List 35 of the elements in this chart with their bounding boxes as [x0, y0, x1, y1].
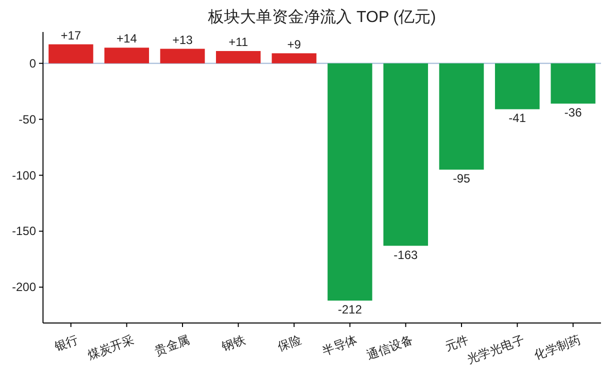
x-tick-label: 化学制药	[532, 332, 582, 362]
bar	[494, 63, 540, 110]
y-tick-label: -50	[18, 112, 36, 126]
x-tick-label: 通信设备	[364, 332, 415, 362]
x-tick-label: 煤炭开采	[86, 332, 136, 362]
data-label: -95	[452, 172, 470, 186]
bar	[272, 53, 316, 64]
y-tick-label: -150	[12, 224, 36, 238]
x-tick-label: 保险	[276, 332, 304, 354]
y-tick-label: -100	[12, 168, 36, 182]
x-tick-label: 银行	[52, 332, 80, 354]
data-label: +17	[60, 28, 82, 42]
bar	[48, 44, 94, 64]
chart-title: 板块大单资金净流入 TOP (亿元)	[207, 8, 436, 26]
y-tick-label: -200	[12, 280, 36, 294]
x-tick-label: 元件	[443, 332, 471, 354]
bar	[104, 48, 150, 64]
x-tick-label: 贵金属	[152, 332, 192, 358]
bar	[160, 48, 205, 64]
data-label: +11	[228, 35, 248, 50]
bar	[383, 63, 428, 246]
bar	[216, 51, 261, 64]
data-label: +13	[172, 32, 193, 47]
bar	[328, 63, 372, 301]
data-label: +14	[116, 32, 138, 46]
data-label: -212	[338, 302, 362, 317]
data-label: -36	[564, 106, 582, 120]
data-label: +9	[287, 37, 302, 52]
x-tick-label: 钢铁	[219, 332, 248, 354]
x-tick-label: 半导体	[320, 332, 359, 358]
y-tick-label: 0	[29, 56, 36, 70]
bar	[439, 63, 484, 170]
data-label: -163	[394, 248, 418, 262]
bar	[550, 63, 596, 104]
data-label: -41	[508, 111, 526, 126]
